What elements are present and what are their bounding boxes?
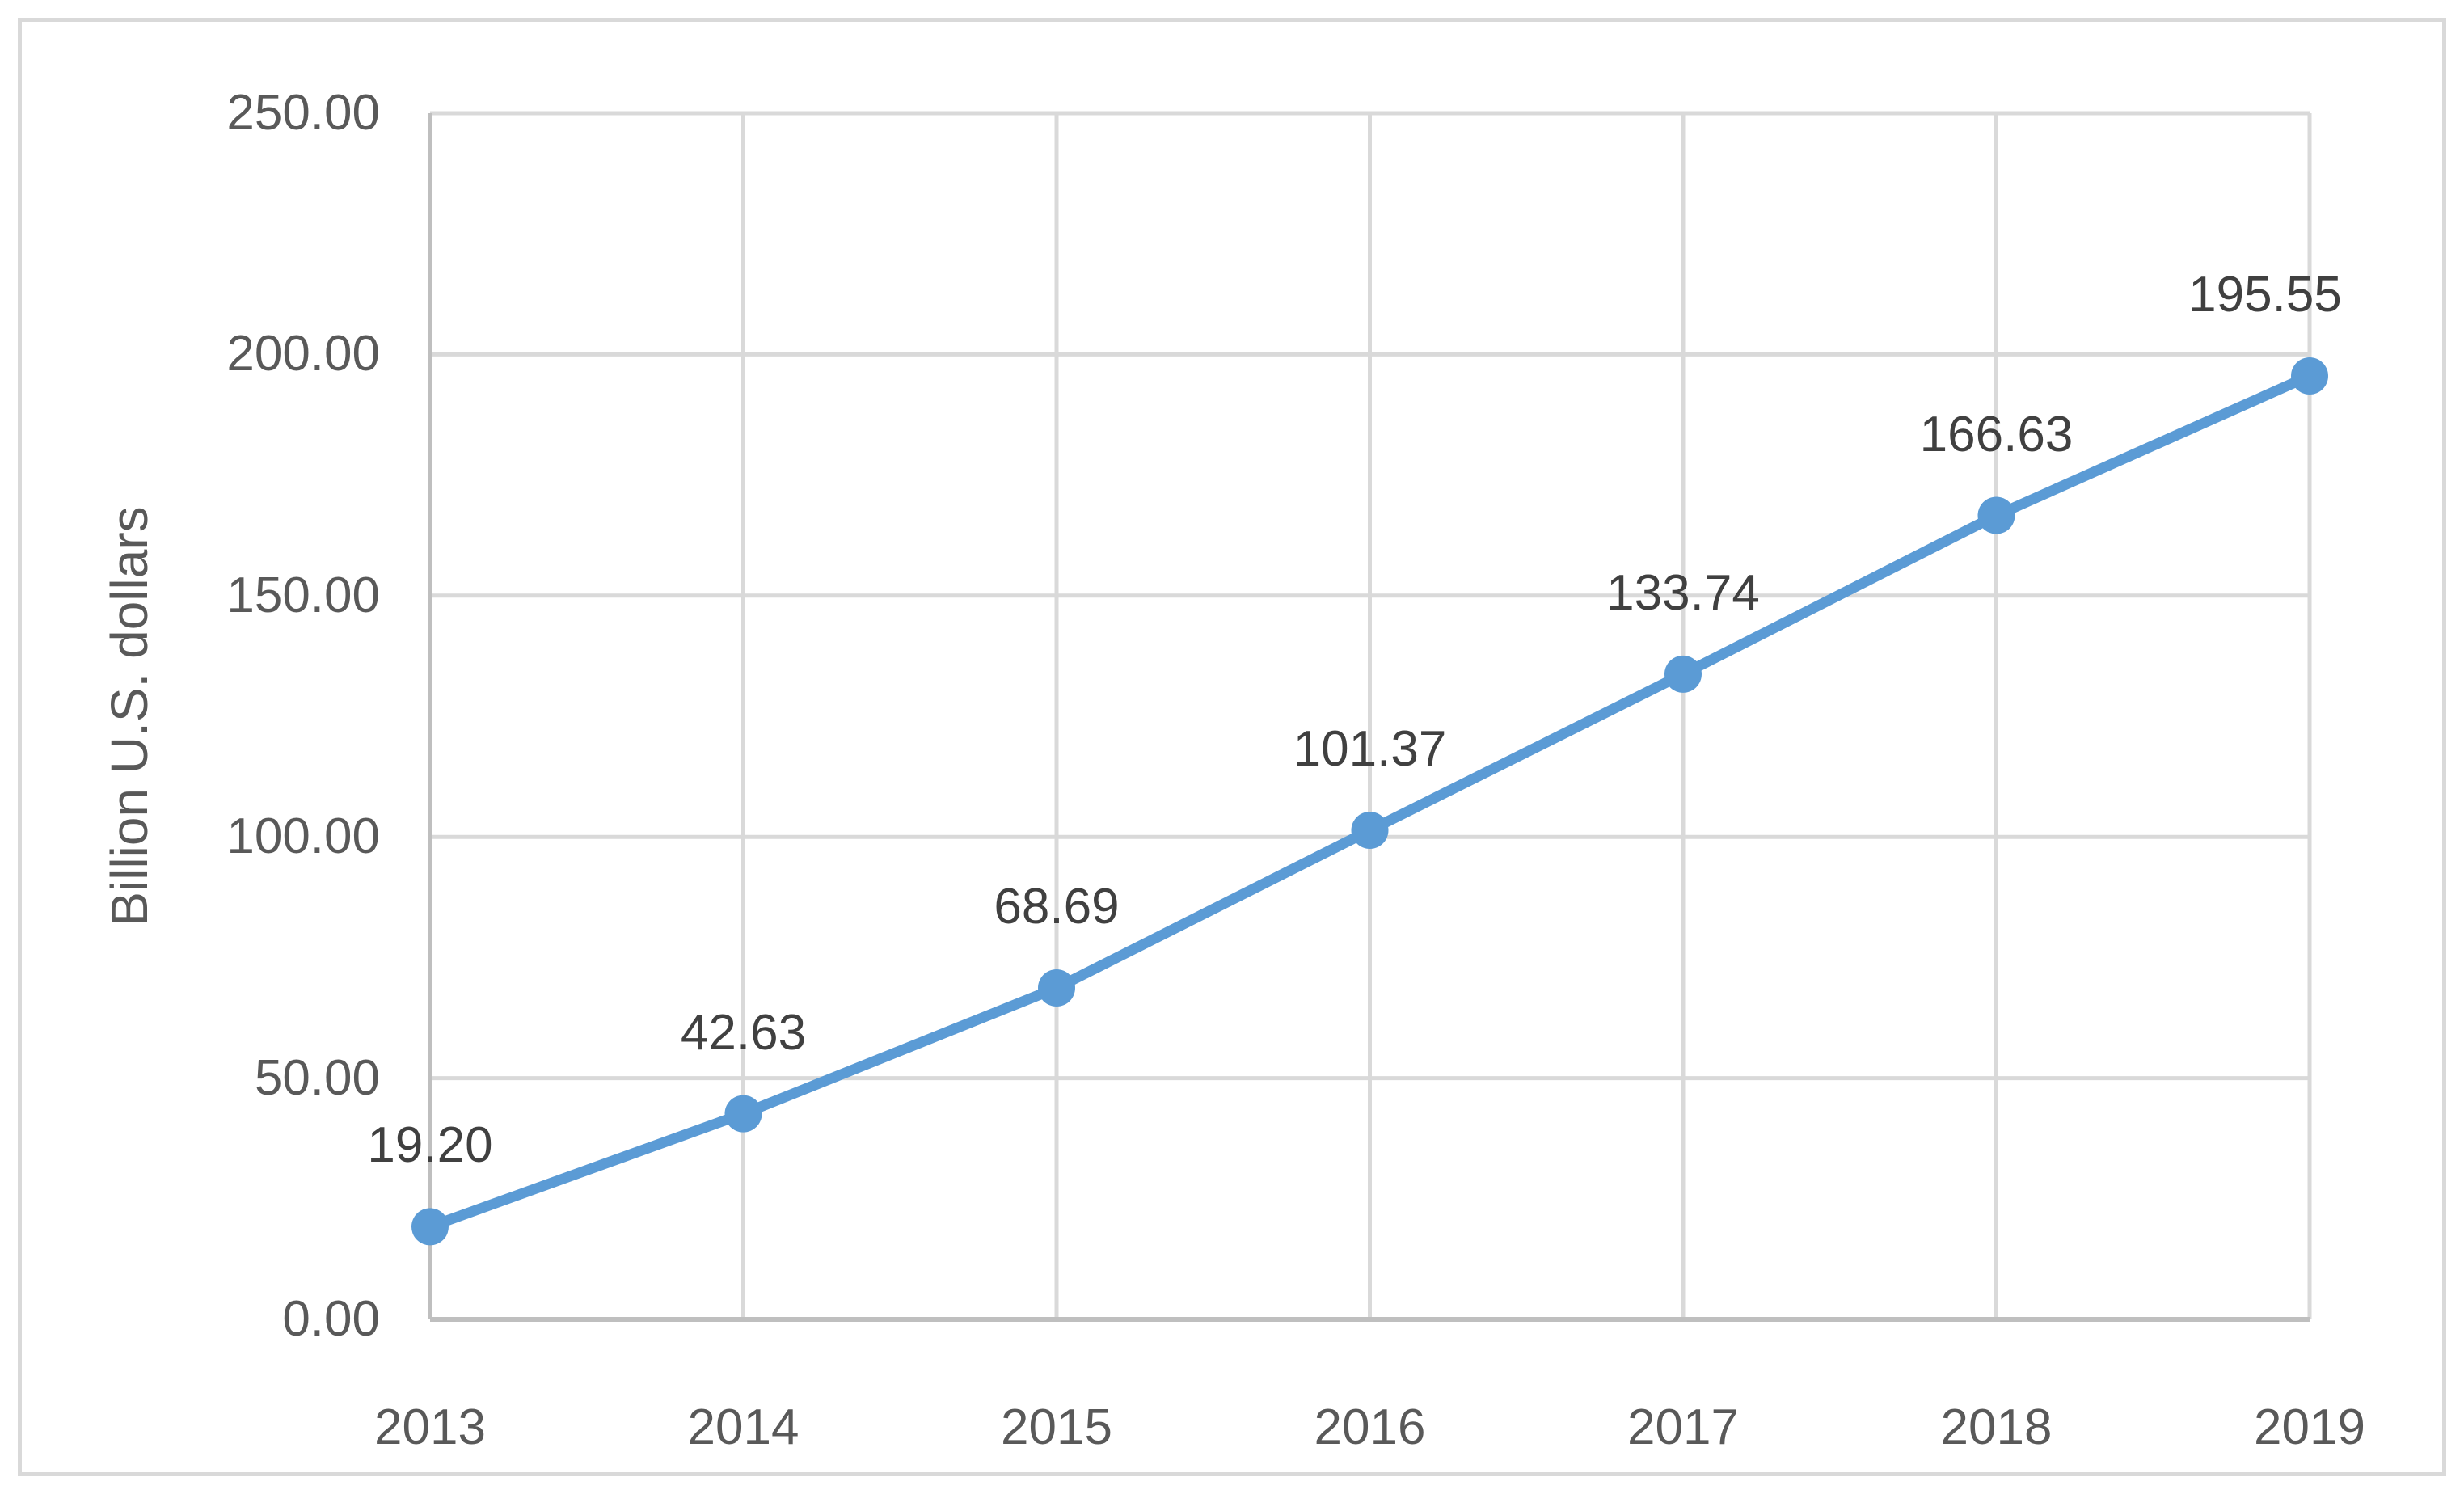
data-label: 68.69: [994, 879, 1120, 935]
y-tick-label: 100.00: [226, 808, 380, 865]
y-tick-label: 150.00: [226, 567, 380, 623]
y-tick-label: 250.00: [226, 85, 380, 141]
x-tick-label: 2013: [374, 1399, 486, 1455]
x-tick-label: 2017: [1627, 1399, 1739, 1455]
x-tick-label: 2019: [2254, 1399, 2365, 1455]
data-label: 101.37: [1293, 721, 1447, 778]
y-tick-label: 50.00: [254, 1049, 380, 1106]
data-label: 166.63: [1919, 406, 2074, 462]
data-label: 19.20: [367, 1117, 493, 1174]
x-tick-label: 2018: [1940, 1399, 2053, 1455]
data-label: 195.55: [2188, 266, 2342, 323]
data-point-marker: [724, 1095, 762, 1133]
data-label: 133.74: [1606, 564, 1760, 621]
data-point-marker: [1351, 812, 1389, 850]
data-point-marker: [1664, 655, 1702, 693]
data-point-marker: [1977, 496, 2015, 534]
data-point-marker: [411, 1208, 449, 1246]
y-tick-label: 200.00: [226, 326, 380, 382]
data-label: 42.63: [680, 1004, 807, 1061]
x-tick-label: 2016: [1314, 1399, 1426, 1455]
x-tick-label: 2015: [1001, 1399, 1112, 1455]
data-point-marker: [1038, 969, 1075, 1007]
y-axis-title: Billion U.S. dollars: [100, 506, 158, 926]
y-tick-label: 0.00: [282, 1291, 380, 1347]
x-tick-label: 2014: [687, 1399, 800, 1455]
data-point-marker: [2291, 357, 2328, 395]
